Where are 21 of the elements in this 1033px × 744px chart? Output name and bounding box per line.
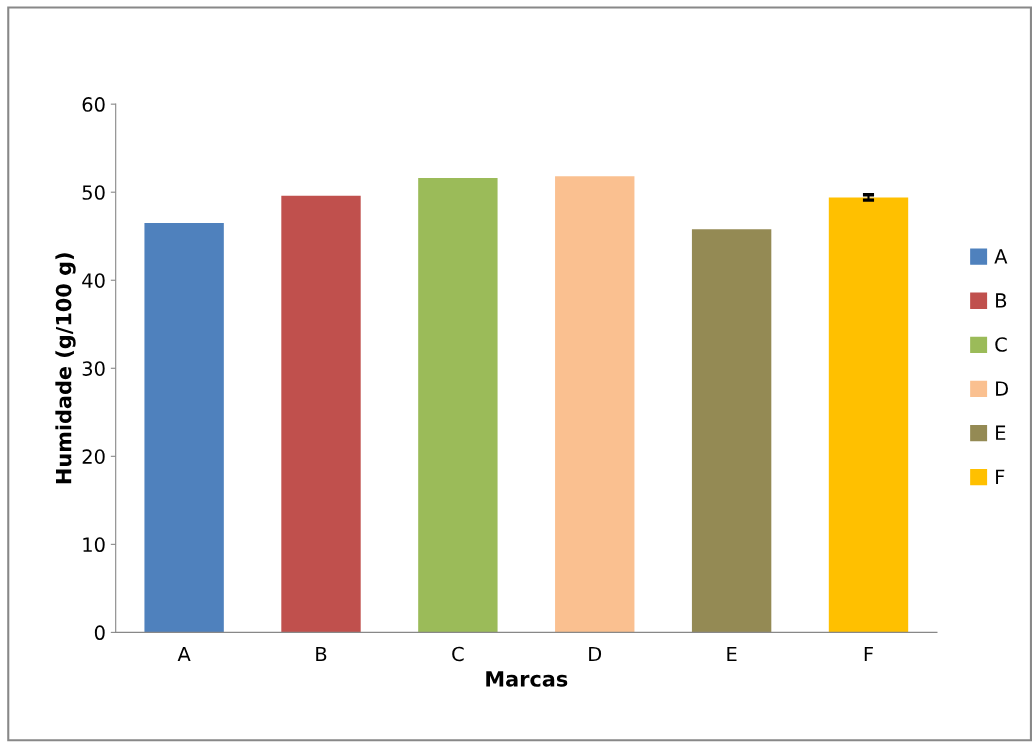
legend-label: A xyxy=(994,249,1008,264)
y-tick-label: 40 xyxy=(82,273,105,288)
x-tick-label: A xyxy=(177,646,191,662)
legend-label: E xyxy=(996,425,1006,440)
y-tick-label: 30 xyxy=(82,361,105,376)
legend-label: C xyxy=(995,337,1007,352)
x-tick-label: B xyxy=(316,646,327,662)
y-axis-title: Humidade (g/100 g) xyxy=(55,253,76,484)
x-tick-label: F xyxy=(864,646,873,662)
x-tick-label: C xyxy=(452,646,464,662)
legend-label: D xyxy=(996,381,1009,396)
legend-label: F xyxy=(996,469,1005,484)
x-tick-label: E xyxy=(727,646,737,662)
y-tick-label: 0 xyxy=(94,625,105,641)
y-tick-label: 60 xyxy=(82,97,105,112)
x-tick-label: D xyxy=(589,646,602,662)
y-tick-label: 50 xyxy=(82,185,105,200)
y-tick-label: 10 xyxy=(83,537,105,553)
y-tick-label: 20 xyxy=(82,449,105,464)
x-axis-title: Marcas xyxy=(486,671,568,687)
legend-label: B xyxy=(996,293,1007,308)
